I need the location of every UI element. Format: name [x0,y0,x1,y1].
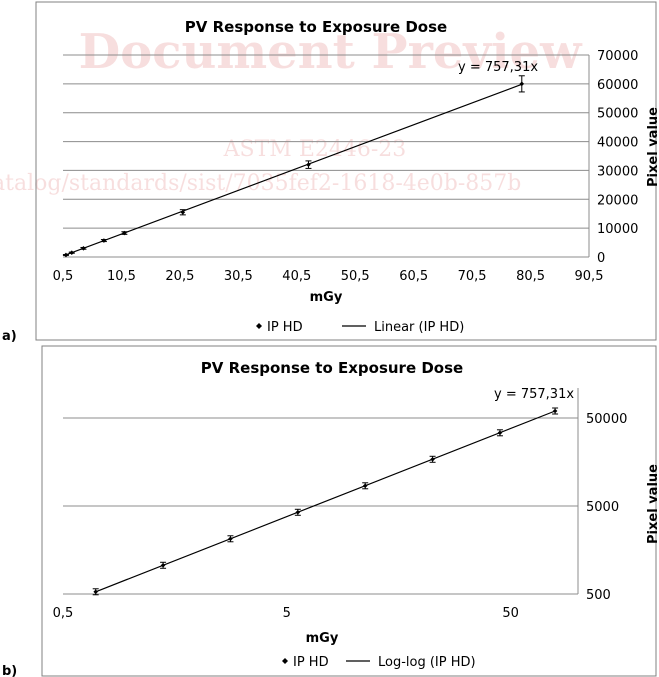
chart-b-point [429,455,436,463]
chart-a-point [100,238,107,243]
chart-a-x-tick-label: 30,5 [224,269,253,284]
chart-a-legend-series: IP HD [267,320,303,335]
chart-a-equation: y = 757,31x [458,60,538,75]
chart-b-y-tick-label: 50000 [586,412,627,427]
chart-a-x-tick-label: 20,5 [165,269,194,284]
chart-a-point-marker [81,246,86,251]
chart-a-x-tick-label: 0,5 [53,269,74,284]
chart-a-y-tick-label: 50000 [597,107,638,122]
chart-a-point-marker [306,162,311,167]
chart-panel-a: PV Response to Exposure Dose 0,5 10,5 20,5… [2,1,659,344]
chart-a-frame [35,1,657,341]
chart-b-x-tick-label: 50 [502,606,519,621]
chart-a-x-label: mGy [310,290,343,305]
chart-a-point-marker [122,230,127,236]
chart-b-point-marker [430,456,435,462]
chart-a-point-marker [180,209,186,215]
chart-a-point [305,160,312,169]
chart-b-legend-trend: Log-log (IP HD) [378,655,476,670]
chart-a-x-tick-label: 90,5 [575,269,604,284]
chart-a-x-tick-label: 80,5 [516,269,545,284]
chart-b-point [552,407,559,415]
chart-a-legend-marker-icon [256,323,262,329]
chart-a-legend: IP HD Linear (IP HD) [256,320,464,335]
chart-b-trendline [95,410,556,593]
chart-a-y-label: Pixel value [646,107,659,187]
chart-a-point [80,246,87,251]
chart-a-point [121,230,128,236]
chart-b-point-marker [228,536,233,542]
chart-b-point [92,588,99,596]
chart-a-y-tick-label: 70000 [597,49,638,64]
chart-a-trendline-path [65,83,522,256]
chart-a-point [62,252,69,258]
chart-b-legend: IP HD Log-log (IP HD) [282,655,476,670]
chart-b-trendline-path [95,410,556,593]
watermark-line-3: atalog/standards/sist/7035fef2-1618-4e0b… [0,171,521,196]
chart-a-point-marker [101,238,107,243]
chart-b-y-tick-label: 5000 [586,500,619,515]
chart-a-legend-trend: Linear (IP HD) [374,320,464,335]
chart-a-x-tick-label: 10,5 [107,269,136,284]
chart-a-title: PV Response to Exposure Dose [185,18,447,36]
chart-a-point [518,75,525,93]
chart-a-gridlines [63,54,590,258]
chart-b-point [362,482,369,490]
chart-a-y-tick-label: 30000 [597,164,638,179]
chart-a-x-tick-label: 70,5 [458,269,487,284]
chart-b-legend-marker-icon [282,658,288,664]
chart-a-point-marker [63,252,69,258]
chart-b-x-tick-label: 5 [283,606,291,621]
chart-b-x-ticks: 0,5 5 50 [53,606,519,621]
chart-b-equation: y = 757,31x [494,387,574,402]
chart-b-point [160,561,167,569]
chart-b-point-marker [497,430,503,436]
chart-a-panel-label: a) [2,329,17,344]
chart-a-point-marker [519,81,525,87]
chart-b-point-marker [552,408,558,414]
chart-a-x-tick-label: 50,5 [341,269,370,284]
chart-a-y-tick-label: 60000 [597,78,638,93]
chart-b-point [496,429,503,437]
watermark-line-2: ASTM E2446-23 [223,137,407,162]
chart-b-x-label: mGy [306,631,339,646]
chart-a-x-ticks: 0,5 10,5 20,5 30,5 40,5 50,5 60,5 70,5 80,5 90,5 [53,269,604,284]
chart-b-point [227,535,234,543]
chart-b-point-marker [295,509,301,515]
chart-b-gridlines [63,388,579,595]
chart-b-point-marker [362,483,368,489]
chart-b-y-label: Pixel value [646,464,659,544]
chart-b-point [294,508,301,516]
chart-a-x-tick-label: 60,5 [399,269,428,284]
chart-a-y-tick-label: 10000 [597,222,638,237]
chart-b-frame [41,345,657,677]
chart-panel-b: PV Response to Exposure Dose 0,5 5 50 5005… [2,345,659,677]
chart-a-y-tick-label: 40000 [597,136,638,151]
chart-b-panel-label: b) [2,664,17,677]
chart-b-y-tick-label: 500 [586,588,611,603]
chart-a-y-tick-label: 0 [597,251,605,266]
chart-b-point-marker [160,562,166,568]
chart-a-trendline [65,83,522,256]
chart-b-x-tick-label: 0,5 [53,606,74,621]
chart-a-x-tick-label: 40,5 [282,269,311,284]
chart-a-point [179,209,186,216]
chart-b-y-ticks: 500 5000 50000 [586,412,627,603]
chart-b-points [92,407,559,596]
watermark-line-1: Document Preview [79,24,583,80]
chart-b-title: PV Response to Exposure Dose [201,359,463,377]
chart-a-y-ticks: 0 10000 20000 30000 40000 50000 60000 70000 [597,49,638,266]
chart-a-point-marker [69,250,75,255]
chart-b-legend-series: IP HD [293,655,329,670]
chart-a-points [62,75,525,258]
chart-a-y-tick-label: 20000 [597,193,638,208]
chart-a-point [68,250,75,255]
chart-b-point-marker [93,589,99,595]
